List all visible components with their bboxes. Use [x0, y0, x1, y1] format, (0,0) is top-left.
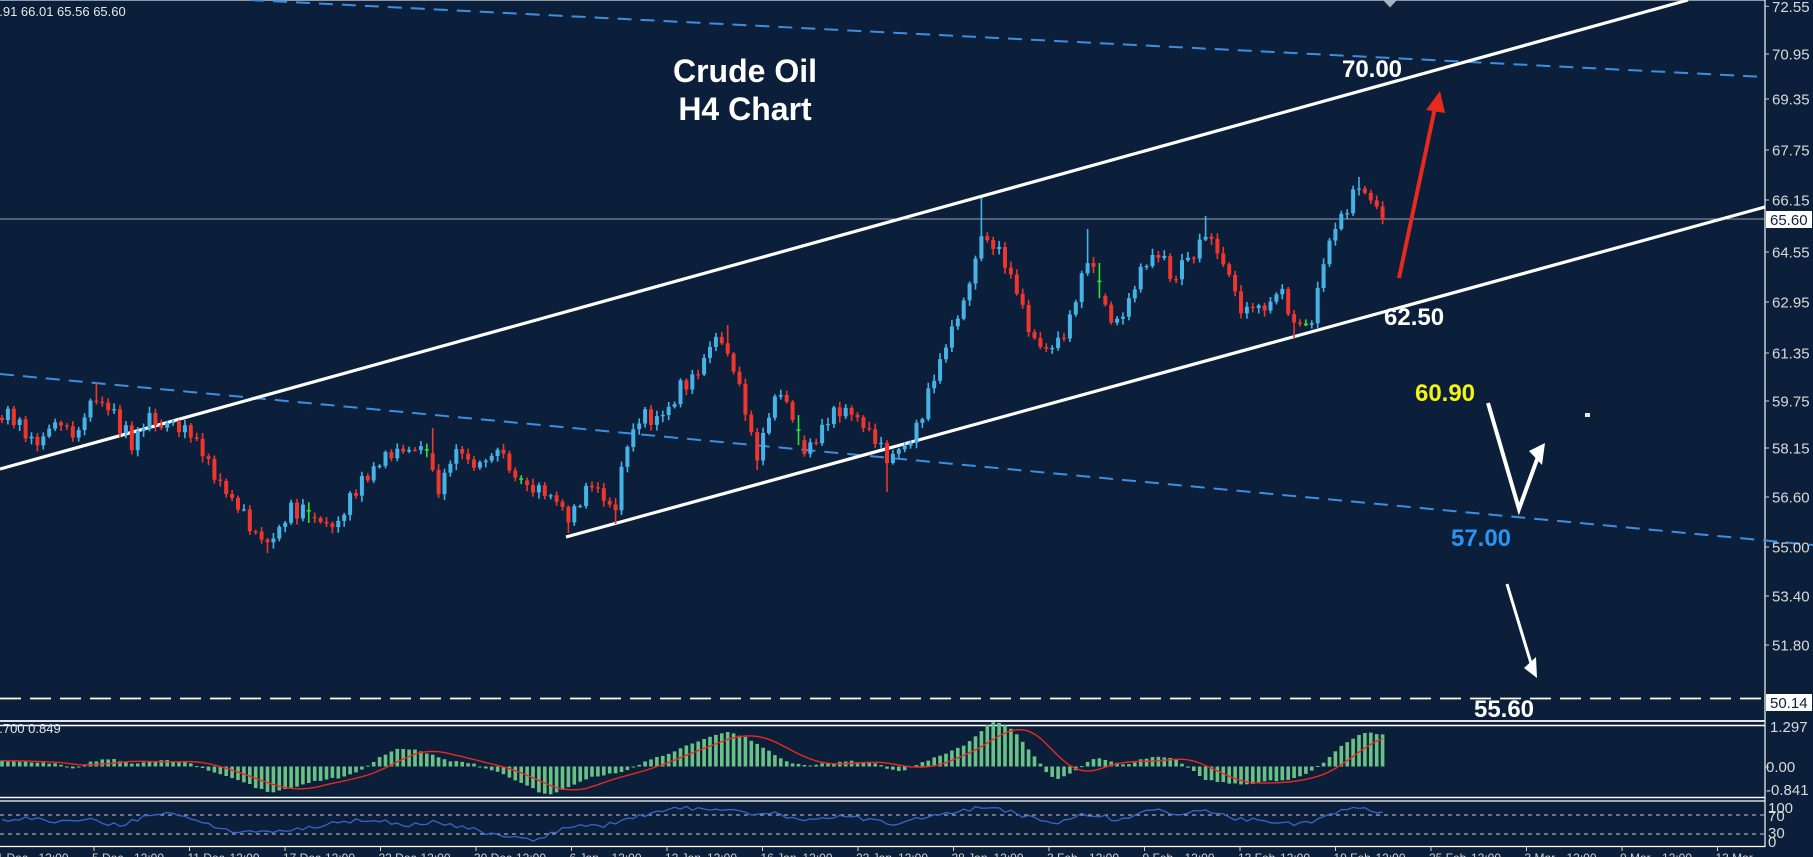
svg-text:66.15: 66.15 [1772, 193, 1810, 210]
svg-text:12:00: 12:00 [1567, 851, 1597, 857]
svg-text:22 Dec: 22 Dec [379, 851, 417, 857]
svg-text:65.60: 65.60 [1770, 212, 1808, 229]
svg-text:61.35: 61.35 [1772, 346, 1810, 363]
svg-text:70.95: 70.95 [1772, 47, 1810, 64]
svg-text:25 Feb: 25 Feb [1429, 851, 1467, 857]
svg-text:12:00: 12:00 [898, 851, 928, 857]
svg-text:0.700 0.849: 0.700 0.849 [0, 721, 61, 736]
svg-text:69.35: 69.35 [1772, 92, 1810, 109]
svg-text:12:00: 12:00 [994, 851, 1024, 857]
svg-text:100: 100 [1768, 800, 1793, 817]
svg-text:19 Feb: 19 Feb [1334, 851, 1372, 857]
svg-text:67.75: 67.75 [1772, 143, 1810, 160]
svg-text:12:00: 12:00 [1185, 851, 1215, 857]
svg-text:12:00: 12:00 [421, 851, 451, 857]
svg-text:53.40: 53.40 [1772, 589, 1810, 606]
svg-text:5 Dec: 5 Dec [92, 851, 123, 857]
svg-text:12:00: 12:00 [1089, 851, 1119, 857]
svg-text:70: 70 [1768, 808, 1785, 825]
svg-text:Crude Oil: Crude Oil [673, 53, 817, 89]
svg-text:12:00: 12:00 [134, 851, 164, 857]
svg-text:72.55: 72.55 [1772, 0, 1810, 16]
svg-text:57.00: 57.00 [1451, 525, 1511, 552]
svg-text:1 Dec: 1 Dec [0, 851, 28, 857]
svg-text:11 Dec: 11 Dec [188, 851, 225, 857]
svg-text:58.15: 58.15 [1772, 441, 1810, 458]
svg-text:59.75: 59.75 [1772, 394, 1810, 411]
svg-text:12:00: 12:00 [325, 851, 355, 857]
svg-text:12:00: 12:00 [39, 851, 69, 857]
svg-text:9 Mar: 9 Mar [1620, 851, 1651, 857]
svg-text:28 Jan: 28 Jan [952, 851, 988, 857]
svg-text:56.60: 56.60 [1772, 490, 1810, 507]
svg-text:3 Feb: 3 Feb [1047, 851, 1078, 857]
svg-text:13 Feb: 13 Feb [1238, 851, 1276, 857]
svg-text:5.91 66.01 65.56 65.60: 5.91 66.01 65.56 65.60 [0, 4, 126, 19]
svg-text:9 Feb: 9 Feb [1143, 851, 1174, 857]
svg-text:0.00: 0.00 [1766, 759, 1795, 776]
svg-text:12:00: 12:00 [612, 851, 642, 857]
svg-text:0: 0 [1768, 834, 1776, 851]
svg-text:12:00: 12:00 [1662, 851, 1692, 857]
svg-text:3 Mar: 3 Mar [1525, 851, 1556, 857]
svg-text:64.55: 64.55 [1772, 245, 1810, 262]
svg-text:55.00: 55.00 [1772, 540, 1810, 557]
svg-text:62.50: 62.50 [1384, 304, 1444, 331]
svg-text:12:00: 12:00 [707, 851, 737, 857]
svg-text:12:00: 12:00 [230, 851, 260, 857]
svg-text:6 Jan: 6 Jan [570, 851, 599, 857]
svg-text:12:00: 12:00 [803, 851, 833, 857]
svg-text:17 Dec: 17 Dec [283, 851, 321, 857]
svg-text:12:00: 12:00 [1376, 851, 1406, 857]
svg-text:1.297: 1.297 [1770, 719, 1808, 736]
svg-text:70.00: 70.00 [1342, 56, 1402, 83]
svg-text:12 Jan: 12 Jan [665, 851, 701, 857]
svg-text:62.95: 62.95 [1772, 295, 1810, 312]
svg-text:22 Jan: 22 Jan [856, 851, 892, 857]
svg-text:12:00: 12:00 [1280, 851, 1310, 857]
svg-text:12:00: 12:00 [516, 851, 546, 857]
svg-text:50.14: 50.14 [1770, 695, 1808, 712]
svg-text:H4 Chart: H4 Chart [678, 91, 812, 127]
svg-text:51.80: 51.80 [1772, 638, 1810, 655]
svg-text:30: 30 [1768, 825, 1785, 842]
svg-text:-0.841: -0.841 [1766, 782, 1809, 799]
svg-text:12:00: 12:00 [1471, 851, 1501, 857]
svg-text:60.90: 60.90 [1415, 380, 1475, 407]
svg-text:30 Dec: 30 Dec [474, 851, 512, 857]
svg-text:16 Jan: 16 Jan [761, 851, 797, 857]
svg-text:55.60: 55.60 [1474, 696, 1534, 723]
svg-text:13 Mar: 13 Mar [1716, 851, 1753, 857]
